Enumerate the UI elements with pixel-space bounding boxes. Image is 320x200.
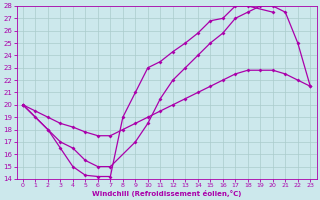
X-axis label: Windchill (Refroidissement éolien,°C): Windchill (Refroidissement éolien,°C) [92,190,241,197]
